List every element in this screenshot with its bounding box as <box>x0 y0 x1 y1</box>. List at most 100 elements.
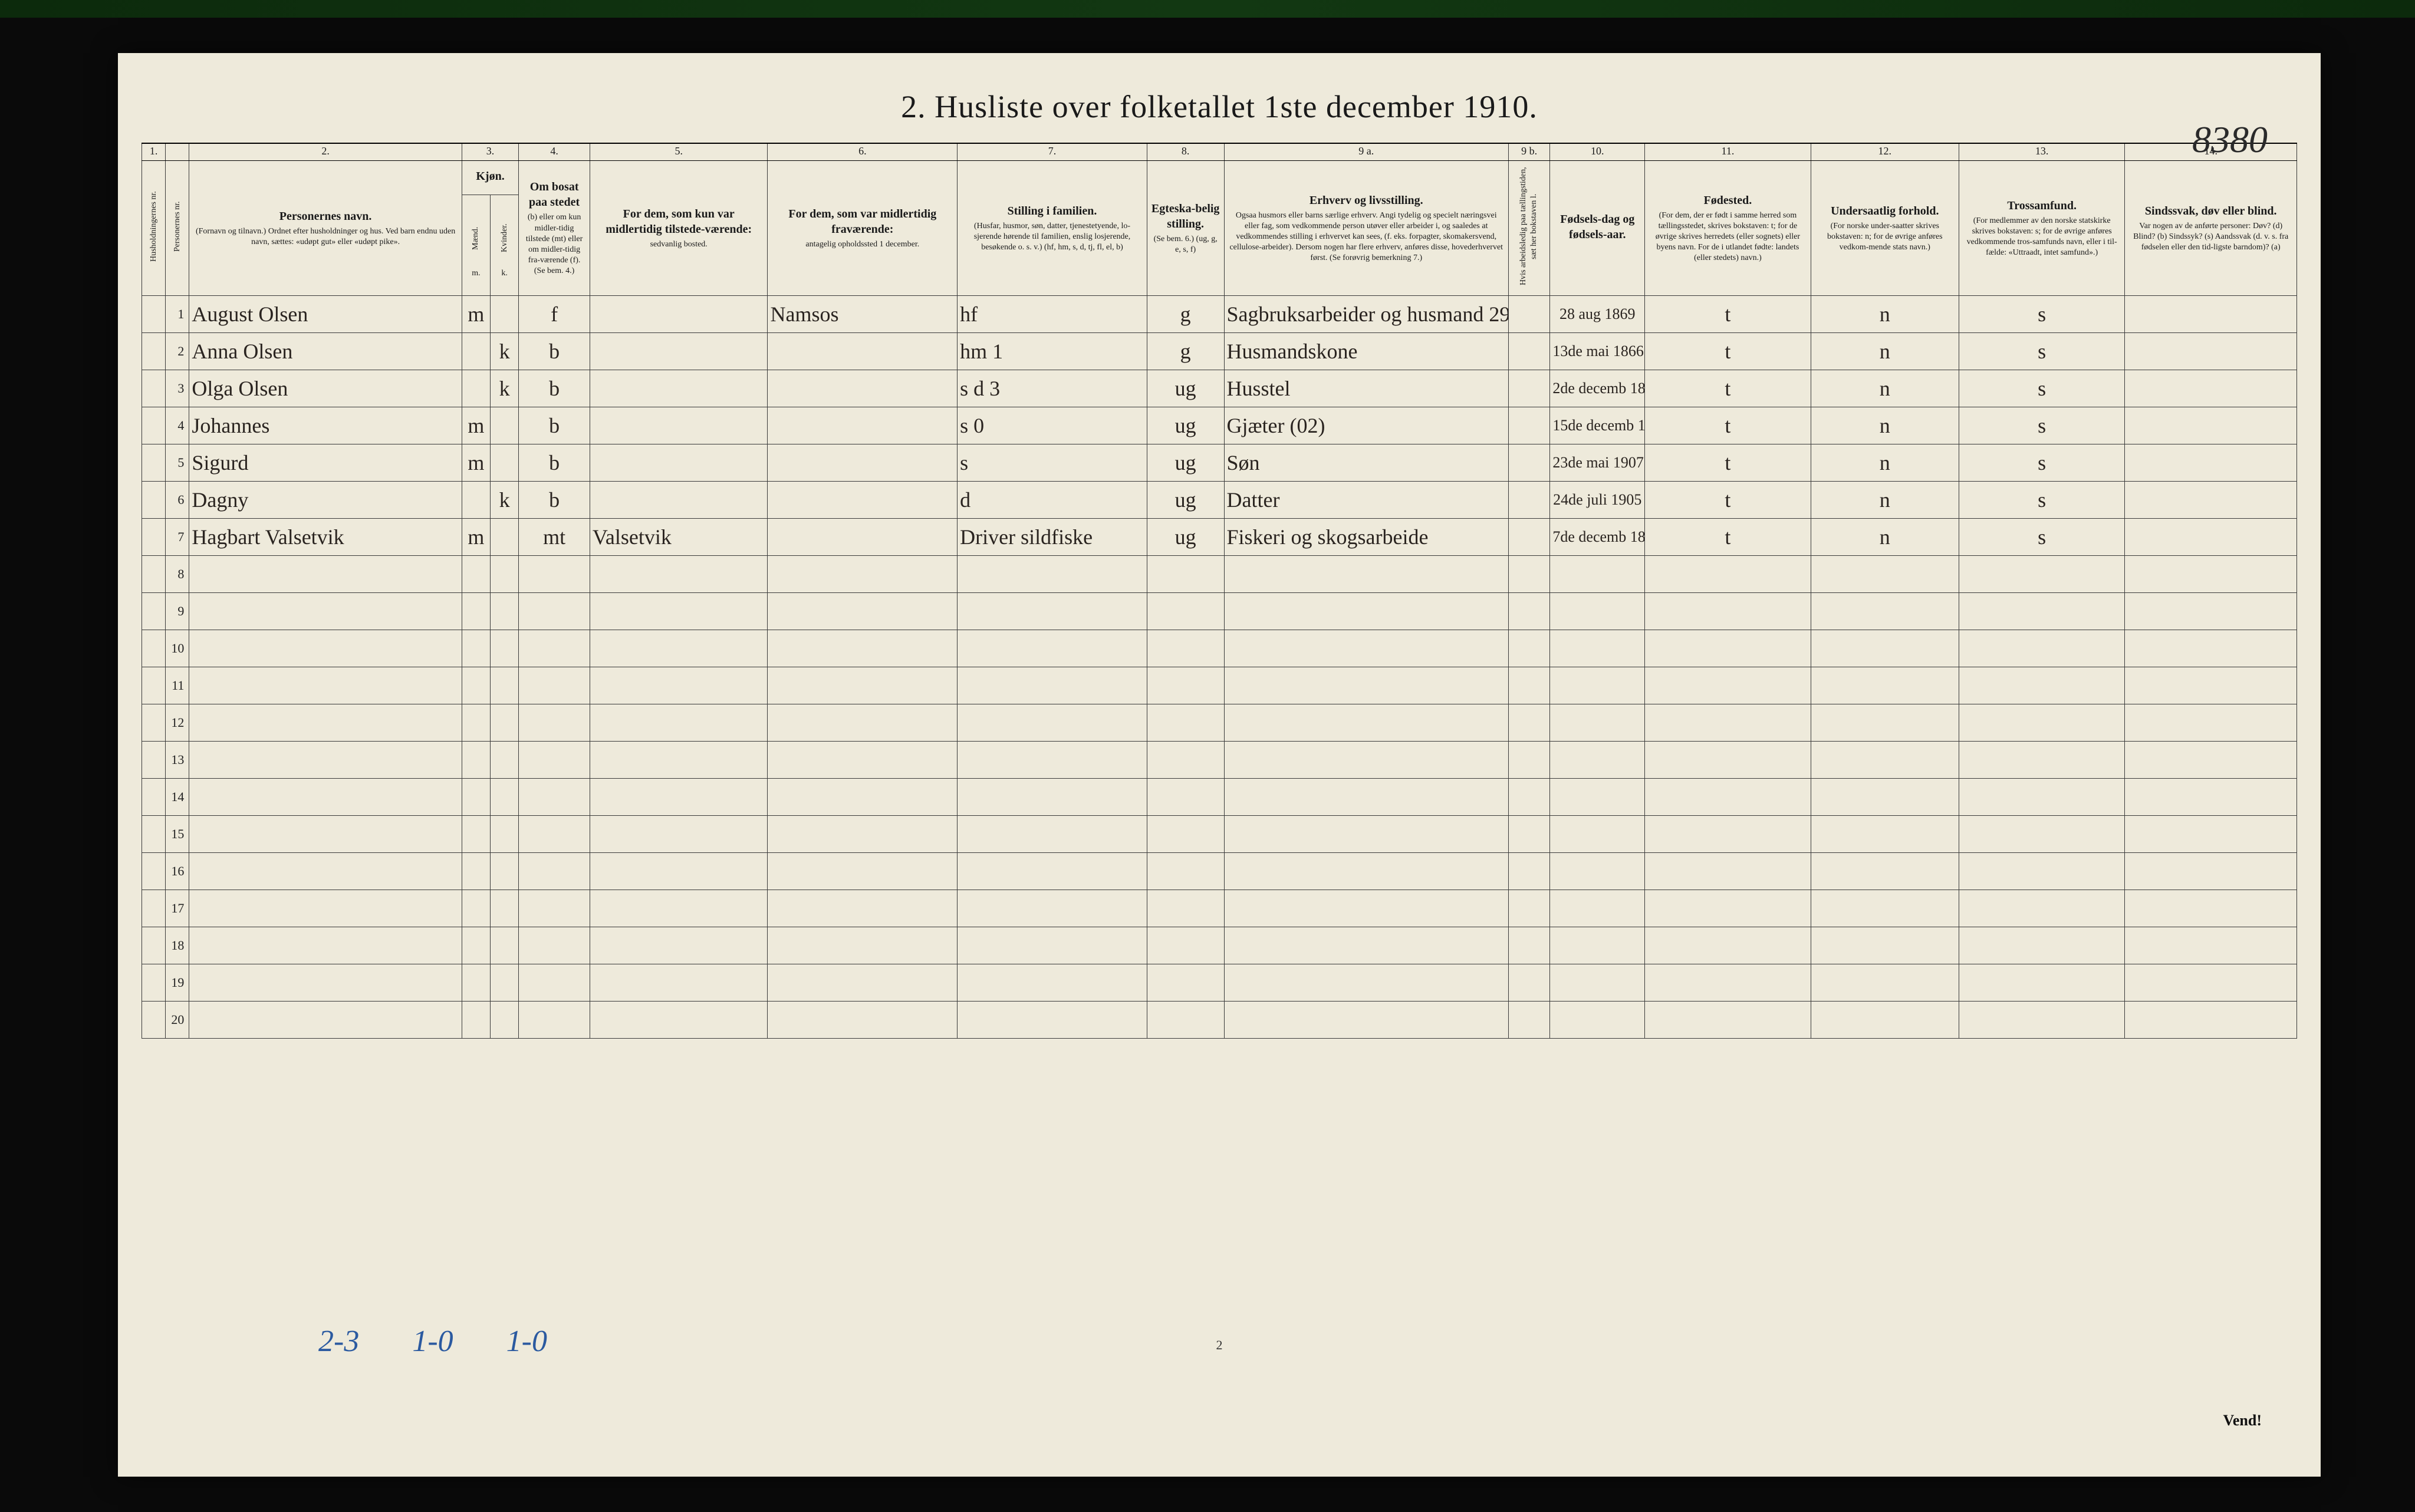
citizenship-cell <box>1811 853 1959 890</box>
temp-present-cell <box>590 630 768 667</box>
hdr-c6-main: For dem, som var midlertidig fraværende: <box>771 206 953 237</box>
household-no-cell <box>142 927 166 964</box>
name-cell <box>189 556 462 593</box>
birthplace-cell <box>1645 704 1811 742</box>
table-row: 14 <box>142 779 2297 816</box>
binder-edge <box>0 0 2415 18</box>
occupation-cell <box>1224 593 1509 630</box>
household-no-cell <box>142 964 166 1002</box>
household-no-cell <box>142 816 166 853</box>
person-no-cell: 13 <box>166 742 189 779</box>
name-cell <box>189 742 462 779</box>
disability-cell <box>2125 407 2297 444</box>
hdr-person-no: Personernes nr. <box>166 161 189 296</box>
family-pos-cell <box>958 779 1147 816</box>
sex-k-cell <box>491 964 519 1002</box>
status-cell <box>519 593 590 630</box>
temp-absent-cell <box>768 964 958 1002</box>
tally-2: 1-0 <box>412 1324 453 1359</box>
household-no-cell <box>142 704 166 742</box>
family-pos-cell <box>958 667 1147 704</box>
hdr-c10-main: Fødsels-dag og fødsels-aar. <box>1554 212 1641 242</box>
family-pos-cell <box>958 704 1147 742</box>
family-pos-cell <box>958 927 1147 964</box>
hdr-c6-sub: antagelig opholdssted 1 december. <box>771 239 953 250</box>
citizenship-cell: n <box>1811 444 1959 482</box>
disability-cell <box>2125 704 2297 742</box>
marital-cell: ug <box>1147 444 1224 482</box>
marital-cell <box>1147 667 1224 704</box>
unemployed-cell <box>1509 779 1550 816</box>
birthplace-cell <box>1645 742 1811 779</box>
form-title: 2. Husliste over folketallet 1ste decemb… <box>142 88 2297 125</box>
hdr-unemployed-flag: Hvis arbeidsledig paa tællingstiden, sæt… <box>1509 161 1550 296</box>
hdr-c14-sub: Var nogen av de anførte personer: Døv? (… <box>2128 221 2293 253</box>
person-no-cell: 20 <box>166 1002 189 1039</box>
name-cell: Anna Olsen <box>189 333 462 370</box>
person-no-cell: 16 <box>166 853 189 890</box>
hdr-sex-m: Mænd. m. <box>462 195 490 295</box>
family-pos-cell: s 0 <box>958 407 1147 444</box>
citizenship-cell <box>1811 556 1959 593</box>
hdr-temp-present: For dem, som kun var midlertidig tilsted… <box>590 161 768 296</box>
name-cell <box>189 630 462 667</box>
temp-absent-cell <box>768 779 958 816</box>
sex-m-cell <box>462 630 490 667</box>
person-no-cell: 8 <box>166 556 189 593</box>
disability-cell <box>2125 927 2297 964</box>
sex-k-cell <box>491 630 519 667</box>
sex-k-cell <box>491 927 519 964</box>
family-pos-cell <box>958 964 1147 1002</box>
household-no-cell <box>142 519 166 556</box>
table-row: 1August OlsenmfNamsoshfgSagbruksarbeider… <box>142 296 2297 333</box>
hdr-name-main: Personernes navn. <box>193 209 458 224</box>
household-no-cell <box>142 1002 166 1039</box>
name-cell: Sigurd <box>189 444 462 482</box>
table-body: 1August OlsenmfNamsoshfgSagbruksarbeider… <box>142 296 2297 1039</box>
tally-3: 1-0 <box>506 1324 547 1359</box>
table-row: 5SigurdmbsugSøn23de mai 1907tns <box>142 444 2297 482</box>
person-no-cell: 5 <box>166 444 189 482</box>
family-pos-cell: s d 3 <box>958 370 1147 407</box>
status-cell <box>519 964 590 1002</box>
temp-absent-cell <box>768 630 958 667</box>
temp-present-cell <box>590 890 768 927</box>
name-cell: August Olsen <box>189 296 462 333</box>
household-no-cell <box>142 853 166 890</box>
sex-k-cell: k <box>491 370 519 407</box>
footer-tally: 2-3 1-0 1-0 <box>318 1324 547 1359</box>
name-cell <box>189 853 462 890</box>
birthplace-cell <box>1645 927 1811 964</box>
marital-cell <box>1147 816 1224 853</box>
sex-k-cell <box>491 519 519 556</box>
sex-m-cell <box>462 964 490 1002</box>
occupation-cell <box>1224 890 1509 927</box>
birthplace-cell <box>1645 779 1811 816</box>
marital-cell <box>1147 630 1224 667</box>
birthplace-cell: t <box>1645 444 1811 482</box>
person-no-cell: 19 <box>166 964 189 1002</box>
temp-present-cell <box>590 964 768 1002</box>
family-pos-cell <box>958 742 1147 779</box>
unemployed-cell <box>1509 333 1550 370</box>
hdr-sex-main: Kjøn. <box>466 169 515 184</box>
religion-cell <box>1959 556 2124 593</box>
unemployed-cell <box>1509 296 1550 333</box>
disability-cell <box>2125 519 2297 556</box>
unemployed-cell <box>1509 853 1550 890</box>
hdr-birthplace: Fødested. (For dem, der er født i samme … <box>1645 161 1811 296</box>
occupation-cell <box>1224 704 1509 742</box>
birth-cell <box>1550 779 1645 816</box>
citizenship-cell <box>1811 816 1959 853</box>
sex-m-cell: m <box>462 519 490 556</box>
occupation-cell <box>1224 853 1509 890</box>
colnum <box>166 143 189 161</box>
status-cell <box>519 704 590 742</box>
birth-cell <box>1550 964 1645 1002</box>
hdr-c8-sub: (Se bem. 6.) (ug, g, e, s, f) <box>1151 234 1220 255</box>
temp-absent-cell <box>768 593 958 630</box>
birthplace-cell <box>1645 1002 1811 1039</box>
birthplace-cell <box>1645 890 1811 927</box>
citizenship-cell: n <box>1811 519 1959 556</box>
paper-sheet: 8380 2. Husliste over folketallet 1ste d… <box>118 53 2321 1477</box>
